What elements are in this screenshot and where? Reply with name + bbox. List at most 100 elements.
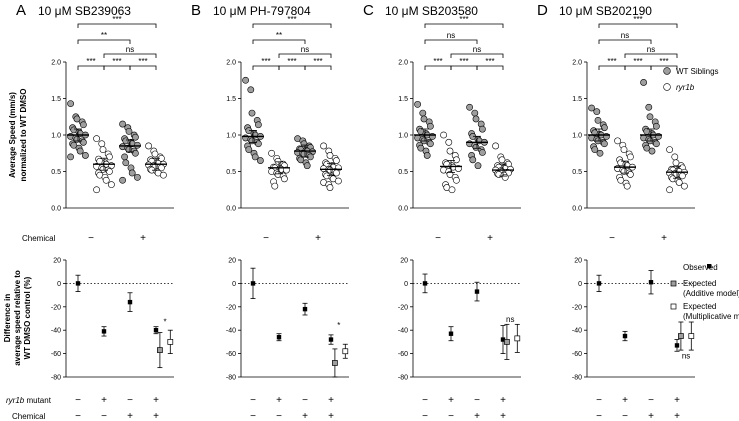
observed-marker bbox=[101, 329, 107, 334]
chemical-plus: + bbox=[302, 411, 308, 421]
panel-a: A 10 μM SB2390630.00.51.01.52.0*****ns***… bbox=[16, 2, 174, 421]
bottom-y-tick-label: -80 bbox=[398, 375, 408, 382]
mutant-plus: + bbox=[101, 395, 107, 406]
bottom-y-tick-label: -20 bbox=[398, 304, 408, 311]
sig-label: *** bbox=[659, 57, 668, 66]
additive-marker bbox=[332, 360, 338, 366]
wt-point bbox=[428, 133, 436, 140]
mutant-point bbox=[614, 137, 621, 145]
legend-additive-marker bbox=[670, 280, 677, 287]
wt-point bbox=[119, 120, 126, 128]
top-y-tick-label: 1.0 bbox=[226, 133, 236, 140]
mutant-point bbox=[268, 149, 275, 157]
sig-label-bottom: * bbox=[337, 321, 340, 330]
mutant-point bbox=[106, 168, 113, 175]
sig-label: ns bbox=[126, 45, 134, 54]
bottom-y-tick-label: -80 bbox=[226, 375, 236, 382]
mutant-plus: + bbox=[500, 395, 506, 406]
sig-bracket bbox=[424, 23, 504, 28]
panel-title: 10 μM SB239063 bbox=[38, 4, 131, 18]
top-y-tick-label: 1.0 bbox=[572, 133, 582, 140]
legend-wt-marker bbox=[663, 67, 671, 75]
top-y-tick-label: 0.0 bbox=[572, 206, 582, 213]
legend-wt-label: WT Siblings bbox=[676, 67, 719, 76]
legend-mult-label-1: Expected bbox=[683, 302, 716, 311]
mutant-point bbox=[617, 176, 625, 184]
mutant-point bbox=[108, 181, 115, 189]
top-y-tick-label: 1.5 bbox=[51, 96, 61, 103]
wt-point bbox=[67, 153, 74, 161]
chemical-row-label-bottom: Chemical bbox=[12, 412, 46, 421]
bottom-y-tick-label: -60 bbox=[51, 351, 61, 358]
sig-label: *** bbox=[607, 57, 616, 66]
sig-label: *** bbox=[633, 15, 642, 24]
wt-point bbox=[242, 76, 249, 84]
wt-point bbox=[646, 113, 654, 121]
observed-marker bbox=[500, 337, 506, 342]
wt-point bbox=[125, 127, 133, 135]
sig-label: *** bbox=[633, 57, 642, 66]
top-ylabel-2: normalized to WT DMSO bbox=[19, 89, 28, 182]
wt-point bbox=[419, 109, 427, 117]
mutant-point bbox=[452, 176, 460, 184]
sig-label: *** bbox=[433, 57, 442, 66]
mutant-minus: − bbox=[127, 395, 133, 406]
wt-point bbox=[594, 117, 602, 124]
observed-marker bbox=[75, 281, 81, 286]
bottom-y-tick-label: 20 bbox=[574, 258, 582, 265]
multiplicative-marker bbox=[342, 348, 349, 355]
mutant-point bbox=[440, 131, 447, 139]
chemical-minus: − bbox=[101, 411, 107, 421]
chemical-plus: + bbox=[648, 411, 654, 421]
chemical-minus: − bbox=[263, 233, 269, 244]
mutant-point bbox=[274, 157, 282, 165]
bottom-ylabel-3: WT DMSO control (%) bbox=[23, 276, 32, 359]
wt-point bbox=[588, 104, 595, 112]
bottom-ylabel-2: average speed relative to bbox=[13, 270, 22, 366]
sig-label: *** bbox=[86, 57, 95, 66]
wt-point bbox=[593, 108, 601, 116]
bottom-y-tick-label: 20 bbox=[400, 258, 408, 265]
mutant-point bbox=[675, 179, 683, 186]
panel-letter: B bbox=[191, 2, 201, 19]
sig-bracket bbox=[598, 23, 678, 28]
wt-point bbox=[251, 153, 259, 161]
mutant-point bbox=[145, 142, 152, 150]
observed-marker bbox=[127, 299, 133, 305]
panel-letter: C bbox=[363, 2, 374, 19]
wt-point bbox=[640, 79, 647, 86]
sig-bracket bbox=[77, 23, 157, 28]
sig-bracket bbox=[424, 39, 478, 44]
legend-additive-label-2: (Additive model) bbox=[683, 289, 739, 298]
mutant-point bbox=[102, 176, 110, 184]
sig-label: *** bbox=[112, 15, 121, 24]
sig-bracket bbox=[252, 23, 332, 28]
sig-bracket bbox=[624, 53, 678, 58]
chemical-minus: − bbox=[88, 233, 94, 244]
observed-marker bbox=[250, 281, 256, 286]
wt-point bbox=[245, 146, 253, 153]
sig-label: *** bbox=[138, 57, 147, 66]
wt-point bbox=[254, 121, 262, 129]
mutant-plus: + bbox=[448, 395, 454, 406]
chemical-plus: + bbox=[500, 411, 506, 421]
mutant-point bbox=[446, 147, 454, 155]
chemical-minus: − bbox=[609, 233, 615, 244]
additive-marker bbox=[678, 333, 684, 339]
chemical-row-label: Chemical bbox=[22, 234, 56, 243]
sig-bracket bbox=[77, 39, 131, 44]
wt-point bbox=[254, 140, 262, 148]
bottom-y-tick-label: -40 bbox=[51, 328, 61, 335]
wt-point bbox=[423, 152, 431, 159]
wt-point bbox=[466, 103, 473, 111]
sig-label: *** bbox=[287, 57, 296, 66]
observed-marker bbox=[648, 280, 654, 285]
top-y-tick-label: 1.5 bbox=[398, 96, 408, 103]
top-y-tick-label: 1.0 bbox=[51, 133, 61, 140]
top-y-tick-label: 2.0 bbox=[51, 60, 61, 67]
wt-point bbox=[131, 149, 139, 157]
panel-title: 10 μM SB202190 bbox=[559, 4, 652, 18]
mutant-minus: − bbox=[250, 395, 256, 406]
chemical-plus: + bbox=[153, 411, 159, 421]
sig-bracket bbox=[624, 65, 652, 70]
